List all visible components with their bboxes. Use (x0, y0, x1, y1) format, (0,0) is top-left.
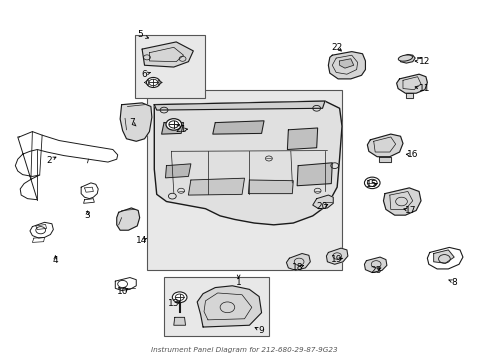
Polygon shape (248, 180, 293, 194)
Bar (135, 35, 205, 98)
Polygon shape (188, 178, 244, 195)
Text: 1: 1 (235, 278, 241, 287)
Polygon shape (297, 163, 331, 186)
Ellipse shape (397, 55, 412, 61)
Polygon shape (400, 54, 414, 63)
Polygon shape (161, 123, 183, 134)
Text: 13: 13 (168, 299, 179, 308)
Polygon shape (286, 253, 310, 270)
Circle shape (172, 292, 186, 303)
Circle shape (165, 119, 181, 130)
Polygon shape (366, 134, 402, 157)
Text: 9: 9 (258, 326, 264, 335)
Text: Instrument Panel Diagram for 212-680-29-87-9G23: Instrument Panel Diagram for 212-680-29-… (151, 347, 337, 353)
Text: 10: 10 (117, 287, 128, 296)
Text: 19: 19 (331, 255, 342, 264)
Polygon shape (142, 42, 193, 67)
Text: 11: 11 (418, 84, 430, 93)
Polygon shape (339, 59, 353, 68)
Polygon shape (173, 318, 185, 325)
Circle shape (146, 77, 160, 87)
Polygon shape (120, 103, 152, 141)
Text: 5: 5 (137, 30, 142, 39)
Polygon shape (117, 208, 140, 230)
Text: 6: 6 (142, 70, 147, 79)
Text: 8: 8 (450, 278, 456, 287)
Text: 2: 2 (46, 156, 52, 165)
Circle shape (364, 177, 379, 189)
Text: 20: 20 (316, 202, 327, 211)
Polygon shape (154, 101, 341, 225)
Text: 21: 21 (175, 125, 186, 134)
Text: 3: 3 (84, 211, 90, 220)
Polygon shape (406, 93, 412, 98)
Text: 16: 16 (406, 150, 418, 159)
Bar (163, 277, 268, 336)
Text: 4: 4 (52, 256, 58, 265)
Text: 23: 23 (370, 266, 381, 275)
Polygon shape (383, 188, 420, 215)
Text: 17: 17 (404, 206, 415, 215)
Polygon shape (287, 128, 317, 149)
Polygon shape (396, 74, 427, 93)
Polygon shape (154, 101, 325, 110)
Text: 7: 7 (129, 118, 135, 127)
Text: 18: 18 (292, 264, 303, 273)
Polygon shape (364, 257, 386, 273)
Polygon shape (433, 250, 453, 263)
Polygon shape (212, 121, 264, 134)
Polygon shape (165, 164, 190, 178)
Polygon shape (326, 248, 347, 264)
Text: 15: 15 (365, 180, 376, 189)
Polygon shape (378, 157, 390, 162)
Polygon shape (312, 195, 332, 209)
Text: 14: 14 (136, 237, 147, 246)
Bar (147, 90, 341, 270)
Polygon shape (197, 286, 261, 327)
Text: 12: 12 (418, 57, 430, 66)
Text: 22: 22 (331, 43, 342, 52)
Polygon shape (328, 51, 365, 79)
